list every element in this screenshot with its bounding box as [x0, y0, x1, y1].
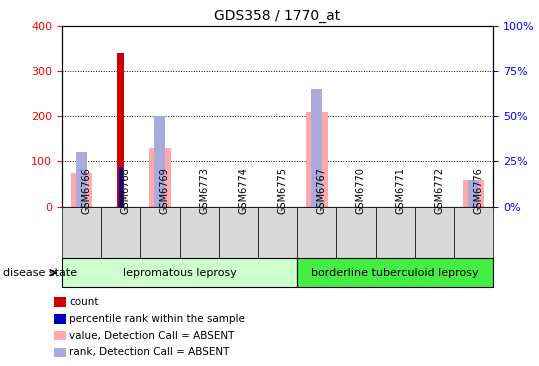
Bar	[101, 207, 140, 258]
Bar	[118, 53, 125, 207]
Text: rank, Detection Call = ABSENT: rank, Detection Call = ABSENT	[69, 347, 230, 358]
Bar	[62, 207, 101, 258]
Bar	[149, 148, 171, 207]
Text: GSM6775: GSM6775	[278, 168, 288, 214]
Bar	[463, 180, 485, 207]
Bar	[306, 112, 328, 207]
Bar	[76, 152, 87, 207]
Bar	[219, 207, 258, 258]
Bar	[336, 207, 376, 258]
Text: GSM6774: GSM6774	[238, 168, 248, 214]
Text: GSM6771: GSM6771	[395, 168, 405, 214]
Bar	[140, 207, 179, 258]
Text: disease state: disease state	[3, 268, 77, 278]
Text: GSM6768: GSM6768	[121, 168, 131, 214]
Text: GSM6776: GSM6776	[474, 168, 483, 214]
Bar	[376, 207, 415, 258]
Text: value, Detection Call = ABSENT: value, Detection Call = ABSENT	[69, 330, 234, 341]
Bar	[297, 258, 493, 287]
Bar	[155, 116, 165, 207]
Bar	[62, 258, 297, 287]
Bar	[415, 207, 454, 258]
Text: lepromatous leprosy: lepromatous leprosy	[123, 268, 237, 278]
Bar	[258, 207, 297, 258]
Text: GSM6769: GSM6769	[160, 168, 170, 214]
Bar	[468, 180, 479, 207]
Bar	[71, 173, 92, 207]
Title: GDS358 / 1770_at: GDS358 / 1770_at	[215, 9, 341, 23]
Text: percentile rank within the sample: percentile rank within the sample	[69, 314, 245, 324]
Text: GSM6766: GSM6766	[81, 168, 92, 214]
Bar	[454, 207, 493, 258]
Text: GSM6770: GSM6770	[356, 168, 366, 214]
Bar	[297, 207, 336, 258]
Text: GSM6772: GSM6772	[434, 168, 444, 214]
Bar	[119, 167, 123, 207]
Text: count: count	[69, 297, 99, 307]
Bar	[312, 89, 322, 207]
Text: GSM6773: GSM6773	[199, 168, 209, 214]
Text: borderline tuberculoid leprosy: borderline tuberculoid leprosy	[312, 268, 479, 278]
Text: GSM6767: GSM6767	[317, 168, 327, 214]
Bar	[179, 207, 219, 258]
